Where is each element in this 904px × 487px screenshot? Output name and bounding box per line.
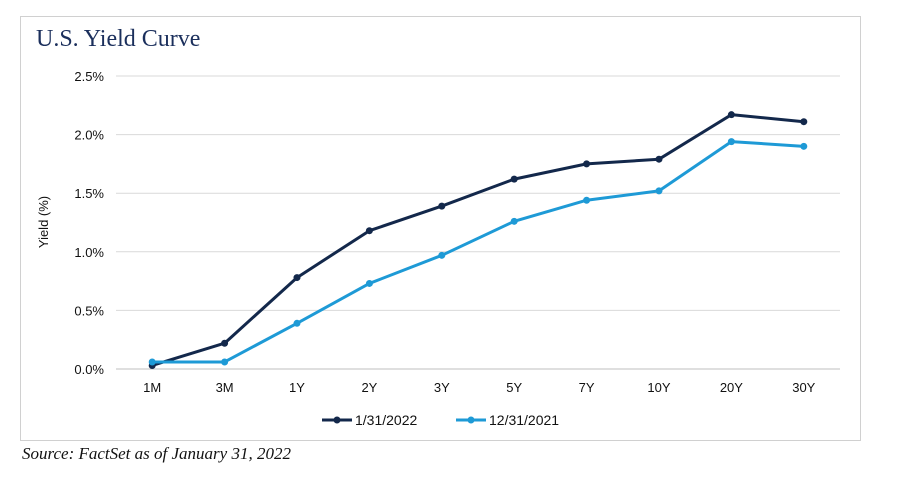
data-point <box>583 196 591 204</box>
data-point <box>293 319 301 327</box>
x-tick-label: 1Y <box>289 380 305 395</box>
data-point <box>583 160 591 168</box>
x-tick-label: 3Y <box>434 380 450 395</box>
x-tick-label: 20Y <box>720 380 743 395</box>
x-tick-label: 2Y <box>361 380 377 395</box>
gridlines <box>116 75 840 370</box>
data-point <box>727 111 735 119</box>
series-line-1 <box>152 140 804 364</box>
data-point <box>510 175 518 183</box>
y-tick-label: 2.0% <box>74 128 104 143</box>
x-tick-label: 30Y <box>792 380 815 395</box>
legend-label: 12/31/2021 <box>489 412 559 428</box>
x-tick-label: 1M <box>143 380 161 395</box>
y-tick-label: 1.0% <box>74 245 104 260</box>
data-point <box>655 187 663 195</box>
data-point <box>800 118 808 126</box>
legend-label: 1/31/2022 <box>355 412 417 428</box>
legend-swatch-marker <box>467 416 475 424</box>
x-tick-label: 5Y <box>506 380 522 395</box>
data-point <box>655 155 663 163</box>
y-tick-label: 1.5% <box>74 186 104 201</box>
y-axis-label: Yield (%) <box>36 196 51 248</box>
data-point <box>800 142 808 150</box>
data-point <box>148 358 156 366</box>
series-lines <box>148 111 808 369</box>
source-note: Source: FactSet as of January 31, 2022 <box>22 444 291 463</box>
data-point <box>365 227 373 235</box>
data-point <box>510 217 518 225</box>
y-tick-label: 2.5% <box>74 69 104 84</box>
x-tick-label: 7Y <box>579 380 595 395</box>
x-tick-label: 3M <box>216 380 234 395</box>
data-point <box>438 251 446 259</box>
y-tick-label: 0.0% <box>74 362 104 377</box>
legend: 1/31/2022 12/31/2021 <box>322 412 559 428</box>
y-tick-label: 0.5% <box>74 303 104 318</box>
chart-frame <box>20 16 861 441</box>
y-axis-ticks: 0.0% 0.5% 1.0% 1.5% 2.0% 2.5% <box>74 69 104 377</box>
x-axis-ticks: 1M 3M 1Y 2Y 3Y 5Y 7Y 10Y 20Y 30Y <box>143 380 816 395</box>
data-point <box>221 339 229 347</box>
chart-title: U.S. Yield Curve <box>36 26 201 52</box>
data-point <box>727 138 735 146</box>
data-point <box>365 279 373 287</box>
legend-swatch-marker <box>333 416 341 424</box>
x-tick-label: 10Y <box>647 380 670 395</box>
data-point <box>293 274 301 282</box>
data-point <box>221 358 229 366</box>
data-point <box>438 202 446 210</box>
series-line-0 <box>151 113 804 367</box>
